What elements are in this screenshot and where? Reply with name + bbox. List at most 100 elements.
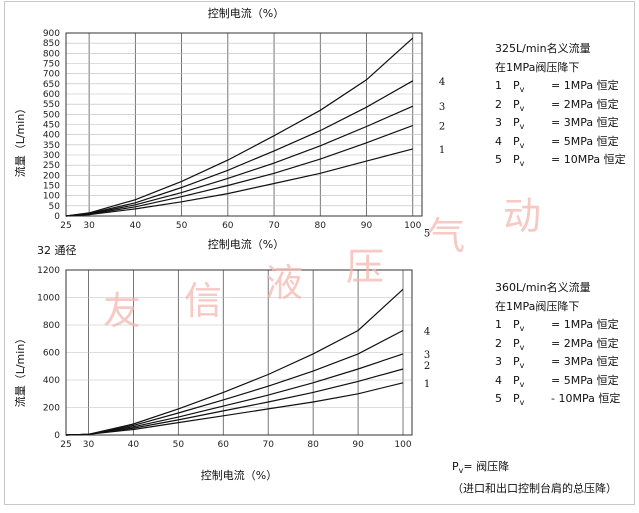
footnote-line-1: Pv= 阀压降 <box>452 458 617 480</box>
lower-legend-pv: Pv <box>513 355 525 371</box>
lower-legend-entry-3: 3 Pv = 3MPa 恒定 <box>495 353 620 372</box>
upper-legend-pv: Pv <box>513 153 525 169</box>
upper-legend-entry-5: 5 Pv = 10MPa 恒定 <box>495 151 626 170</box>
lower-legend-pv: Pv <box>513 318 525 334</box>
footnote-text-1: = 阀压降 <box>463 460 510 473</box>
watermark-char-4: 压 <box>346 245 385 289</box>
upper-y-tick-label: 550 <box>43 100 60 110</box>
upper-legend-text: = 1MPa 恒定 <box>551 79 619 92</box>
lower-legend-pv: Pv <box>513 373 525 389</box>
upper-legend-text: = 5MPa 恒定 <box>551 134 619 148</box>
upper-legend-pv: Pv <box>513 116 525 132</box>
upper-series-label-1: 1 <box>439 145 445 156</box>
upper-legend-pv: Pv <box>513 97 525 113</box>
upper-x-tick-label: 60 <box>222 221 234 231</box>
upper-y-tick-label: 200 <box>43 171 60 181</box>
footnote-line-2: （进口和出口控制台肩的总压降） <box>452 482 617 496</box>
upper-legend-pv: Pv <box>513 134 525 150</box>
lower-legend-num: 2 <box>495 336 502 350</box>
lower-x-tick-label: 100 <box>394 440 411 450</box>
upper-x-tick-label: 80 <box>315 221 327 231</box>
lower-legend-text: = 1MPa 恒定 <box>551 318 619 331</box>
lower-legend-text: = 5MPa 恒定 <box>551 373 619 387</box>
upper-series-line-4 <box>65 80 414 217</box>
upper-y-tick-label: 250 <box>43 161 60 171</box>
lower-y-tick-label: 600 <box>43 349 60 359</box>
lower-series-label-2: 2 <box>424 361 430 372</box>
upper-y-tick-label: 450 <box>43 121 60 131</box>
lower-y-tick-label: 1000 <box>37 294 60 304</box>
footnote-pv: P <box>452 460 459 473</box>
lower-x-tick-label: 25 <box>60 440 71 450</box>
lower-x-tick-label: 80 <box>307 440 319 450</box>
lower-legend-num: 1 <box>495 318 502 331</box>
lower-legend-pv: Pv <box>513 336 525 352</box>
upper-legend-entry-3: 3 Pv = 3MPa 恒定 <box>495 114 626 133</box>
upper-plot-area <box>65 32 423 217</box>
upper-legend-num: 4 <box>495 134 502 148</box>
lower-legend-num: 4 <box>495 373 502 387</box>
upper-series-label-3: 3 <box>439 102 445 113</box>
lower-legend-entry-1: 1 Pv = 1MPa 恒定 <box>495 316 620 335</box>
upper-x-tick-label: 90 <box>361 221 373 231</box>
lower-y-tick-label: 1200 <box>37 266 60 276</box>
upper-x-tick-label: 25 <box>60 221 71 231</box>
upper-y-tick-label: 650 <box>43 80 60 90</box>
lower-y-tick-label: 0 <box>54 431 60 441</box>
lower-chart-title: 32 通径 <box>37 244 77 257</box>
upper-y-tick-label: 400 <box>43 131 60 141</box>
lower-legend-title-1: 360L/min名义流量 <box>495 281 591 294</box>
upper-series-line-5 <box>65 37 414 217</box>
watermark-char-2: 信 <box>184 279 223 323</box>
lower-x-tick-label: 50 <box>173 440 185 450</box>
footnote-pv-sub: v <box>458 466 464 476</box>
watermark-char-6: 动 <box>503 194 542 238</box>
upper-x-axis-title: 控制电流（%） <box>208 237 284 251</box>
upper-legend-num: 1 <box>495 79 502 92</box>
upper-y-tick-label: 600 <box>43 90 60 100</box>
lower-legend-entry-2: 2 Pv = 2MPa 恒定 <box>495 335 620 354</box>
upper-legend-title-2: 在1MPa阀压降下 <box>495 60 580 74</box>
upper-legend-entry-1: 1 Pv = 1MPa 恒定 <box>495 77 626 96</box>
lower-y-axis-title: 流量（L/min） <box>13 333 27 408</box>
lower-legend: 360L/min名义流量 在1MPa阀压降下 1 Pv = 1MPa 恒定 2 Pv = … <box>495 279 620 407</box>
lower-x-tick-label: 60 <box>218 440 230 450</box>
lower-legend-entries: 1 Pv = 1MPa 恒定 2 Pv = 2MPa 恒定 3 Pv = 3MPa 恒定 4 Pv =… <box>495 316 620 407</box>
upper-legend-text: = 3MPa 恒定 <box>551 116 619 129</box>
upper-legend-num: 2 <box>495 97 502 111</box>
lower-plot-area <box>65 269 413 436</box>
lower-legend-title-2: 在1MPa阀压降下 <box>495 299 580 313</box>
lower-series-label-4: 4 <box>424 327 430 338</box>
upper-y-tick-label: 850 <box>43 39 60 49</box>
lower-series-line-5 <box>65 288 404 436</box>
upper-series-label-2: 2 <box>439 122 445 133</box>
lower-legend-entry-5: 5 Pv - 10MPa 恒定 <box>495 390 620 409</box>
lower-legend-text: = 2MPa 恒定 <box>551 336 619 350</box>
lower-series-line-2 <box>65 368 404 436</box>
lower-series-label-3: 3 <box>424 350 430 361</box>
upper-legend-num: 5 <box>495 153 502 166</box>
upper-legend-text: = 10MPa 恒定 <box>551 153 626 166</box>
upper-x-tick-label: 40 <box>130 221 142 231</box>
upper-y-tick-label: 500 <box>43 110 60 120</box>
upper-legend: 325L/min名义流量 在1MPa阀压降下 1 Pv = 1MPa 恒定 2 Pv = … <box>495 40 626 168</box>
lower-series-label-5: 5 <box>424 228 430 239</box>
upper-legend-entry-2: 2 Pv = 2MPa 恒定 <box>495 96 626 115</box>
lower-legend-num: 5 <box>495 392 502 405</box>
upper-legend-pv: Pv <box>513 79 525 95</box>
upper-legend-num: 3 <box>495 116 502 129</box>
lower-legend-text: - 10MPa 恒定 <box>551 392 621 405</box>
upper-chart-title: 控制电流（%） <box>208 6 284 20</box>
lower-y-tick-label: 200 <box>43 404 60 414</box>
upper-series-line-2 <box>65 124 414 217</box>
watermark-char-3: 液 <box>265 261 304 305</box>
upper-y-tick-label: 350 <box>43 141 60 151</box>
lower-legend-pv: Pv <box>513 392 525 408</box>
upper-x-tick-label: 70 <box>268 221 280 231</box>
watermark-char-1: 友 <box>103 289 142 333</box>
upper-y-tick-label: 100 <box>43 192 60 202</box>
upper-x-tick-label: 100 <box>404 221 421 231</box>
lower-y-tick-label: 400 <box>43 376 60 386</box>
lower-y-tick-label: 800 <box>43 321 60 331</box>
